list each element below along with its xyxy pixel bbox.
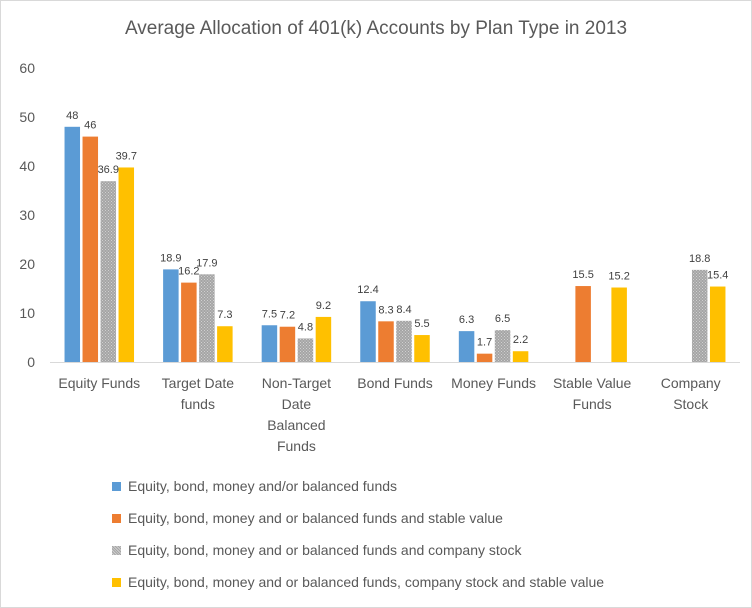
data-label: 16.2 <box>178 266 199 278</box>
data-label: 18.8 <box>689 253 710 265</box>
data-label: 36.9 <box>98 164 119 176</box>
bar <box>217 326 233 362</box>
y-tick-label: 30 <box>19 207 35 223</box>
bar <box>297 338 314 362</box>
data-label: 9.2 <box>316 300 331 312</box>
bar <box>163 269 179 362</box>
bar <box>378 321 394 362</box>
category-label: Bond Funds <box>357 375 433 391</box>
data-label: 5.5 <box>414 318 429 330</box>
bar <box>199 274 215 362</box>
bar <box>476 353 493 362</box>
y-tick-label: 20 <box>19 256 35 272</box>
data-label: 6.3 <box>459 314 474 326</box>
data-label: 7.3 <box>217 309 232 321</box>
y-tick-label: 40 <box>19 158 35 174</box>
bar <box>315 316 332 362</box>
data-label: 17.9 <box>196 257 217 269</box>
bar <box>611 287 627 362</box>
legend-label: Equity, bond, money and or balanced fund… <box>128 542 522 558</box>
legend-item: Equity, bond, money and/or balanced fund… <box>112 470 604 502</box>
chart-title: Average Allocation of 401(k) Accounts by… <box>124 18 628 39</box>
category-label: Equity Funds <box>58 375 140 391</box>
bar <box>396 320 412 362</box>
data-label: 7.5 <box>262 308 277 320</box>
bar <box>118 167 135 362</box>
bar <box>279 326 296 362</box>
category-label: Company <box>661 375 721 391</box>
y-tick-label: 50 <box>19 109 35 125</box>
category-label: funds <box>181 396 215 412</box>
y-tick-label: 10 <box>19 305 35 321</box>
bar <box>691 269 708 362</box>
data-label: 15.4 <box>707 270 728 282</box>
category-label: Stable Value <box>553 375 632 391</box>
bar <box>512 351 529 362</box>
legend-item: Equity, bond, money and or balanced fund… <box>112 534 604 566</box>
y-axis: 0 10 20 30 40 50 60 <box>19 60 35 370</box>
category-label: Target Date <box>162 375 235 391</box>
legend-swatch <box>112 545 121 555</box>
bar <box>100 181 117 362</box>
data-label: 39.7 <box>116 150 137 162</box>
legend-swatch <box>112 577 121 587</box>
category-label: Non-Target <box>262 375 331 391</box>
data-label: 1.7 <box>477 337 492 349</box>
legend-swatch <box>112 481 121 491</box>
bar <box>458 331 475 362</box>
legend-swatch <box>112 513 121 523</box>
legend-label: Equity, bond, money and/or balanced fund… <box>128 478 398 494</box>
legend-item: Equity, bond, money and or balanced fund… <box>112 566 604 598</box>
bar <box>261 325 278 362</box>
data-label: 8.3 <box>378 304 393 316</box>
data-label: 15.2 <box>608 271 629 283</box>
data-label: 46 <box>84 120 96 132</box>
data-label: 2.2 <box>513 334 528 346</box>
legend-item: Equity, bond, money and or balanced fund… <box>112 502 604 534</box>
category-label: Balanced <box>267 417 325 433</box>
data-label: 48 <box>66 110 78 122</box>
y-tick-label: 60 <box>19 60 35 76</box>
legend-label: Equity, bond, money and or balanced fund… <box>128 574 605 590</box>
y-tick-label: 0 <box>27 354 35 370</box>
bar <box>494 330 511 362</box>
data-label: 6.5 <box>495 313 510 325</box>
bar <box>360 301 376 362</box>
bars-group <box>64 126 726 362</box>
bar <box>414 335 430 362</box>
bar <box>82 136 99 362</box>
bar <box>575 286 591 362</box>
data-label: 18.9 <box>160 252 181 264</box>
data-label: 12.4 <box>357 284 378 296</box>
data-label: 4.8 <box>298 321 313 333</box>
data-label: 15.5 <box>572 269 593 281</box>
data-labels-group: 48 18.9 7.5 12.4 6.3 46 16.2 7.2 8.3 1.7 15.5 36.9 1… <box>66 110 728 349</box>
bar <box>64 126 81 362</box>
legend: Equity, bond, money and/or balanced fund… <box>112 470 604 598</box>
category-label: Money Funds <box>451 375 536 391</box>
legend-label: Equity, bond, money and or balanced fund… <box>128 510 503 526</box>
data-label: 7.2 <box>280 310 295 322</box>
bar <box>709 286 726 362</box>
x-axis: Equity Funds Target Date funds Non-Target Da… <box>50 362 740 454</box>
category-label: Funds <box>277 438 316 454</box>
bar <box>181 282 197 362</box>
category-label: Date <box>282 396 312 412</box>
category-label: Funds <box>573 396 612 412</box>
category-label: Stock <box>673 396 709 412</box>
data-label: 8.4 <box>396 304 411 316</box>
